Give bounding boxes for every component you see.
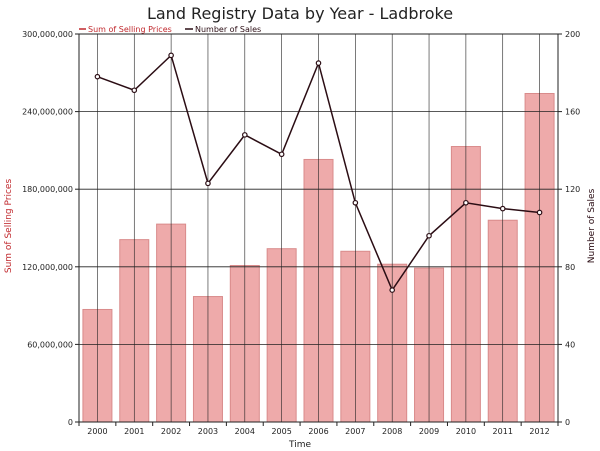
left-tick-label: 180,000,000 (22, 185, 73, 194)
chart-title: Land Registry Data by Year - Ladbroke (147, 4, 453, 23)
sales-point-2001 (131, 87, 138, 94)
legend-bar-label: Sum of Selling Prices (88, 25, 172, 34)
x-tick-label: 2012 (529, 427, 549, 436)
x-axis-title: Time (288, 440, 311, 450)
left-tick-label: 300,000,000 (22, 30, 73, 39)
x-tick-label: 2010 (456, 427, 476, 436)
left-axis-title: Sum of Selling Prices (4, 179, 14, 274)
right-axis-ticks: 0 40 80 120 160 200 (558, 30, 580, 427)
sales-point-2011 (499, 205, 506, 212)
right-tick-label: 160 (565, 108, 580, 117)
legend-line-label: Number of Sales (195, 25, 261, 34)
right-tick-label: 0 (565, 418, 570, 427)
sales-point-2006 (315, 60, 322, 66)
left-tick-label: 120,000,000 (22, 263, 73, 272)
x-axis-ticks: 2000 2001 2002 2003 2004 2005 2006 2007 2008 2009… (78, 422, 559, 436)
legend: Sum of Selling Prices Number of Sales (79, 25, 261, 34)
right-tick-label: 120 (565, 185, 580, 194)
line-series (94, 52, 543, 293)
sales-point-2012 (536, 209, 543, 216)
sales-point-2003 (205, 180, 211, 187)
right-axis-title: Number of Sales (587, 188, 597, 263)
left-axis-ticks: 0 60,000,000 120,000,000 180,000,000 240,000… (22, 30, 79, 427)
x-tick-label: 2000 (87, 427, 107, 436)
sales-point-2005 (278, 151, 285, 158)
grid-lines (79, 34, 558, 422)
x-tick-label: 2009 (419, 427, 439, 436)
right-tick-label: 40 (565, 340, 575, 349)
sales-point-2004 (242, 132, 248, 138)
right-tick-label: 80 (565, 263, 575, 272)
x-tick-label: 2007 (345, 427, 365, 436)
left-tick-label: 60,000,000 (27, 340, 73, 349)
right-tick-label: 200 (565, 30, 580, 39)
sales-point-2000 (94, 73, 101, 80)
axes (78, 33, 559, 423)
left-tick-label: 240,000,000 (22, 108, 73, 117)
sales-point-2008 (389, 287, 395, 293)
x-tick-label: 2006 (308, 427, 328, 436)
x-tick-label: 2002 (161, 427, 181, 436)
sales-point-2009 (426, 232, 432, 239)
left-tick-label: 0 (68, 418, 73, 427)
x-tick-label: 2008 (382, 427, 402, 436)
x-tick-label: 2004 (235, 427, 255, 436)
x-tick-label: 2011 (493, 427, 513, 436)
x-tick-label: 2003 (198, 427, 218, 436)
x-tick-label: 2005 (271, 427, 291, 436)
sales-point-2002 (168, 52, 174, 59)
x-tick-label: 2001 (124, 427, 144, 436)
sales-point-2010 (463, 199, 469, 206)
sales-point-2007 (352, 199, 359, 206)
